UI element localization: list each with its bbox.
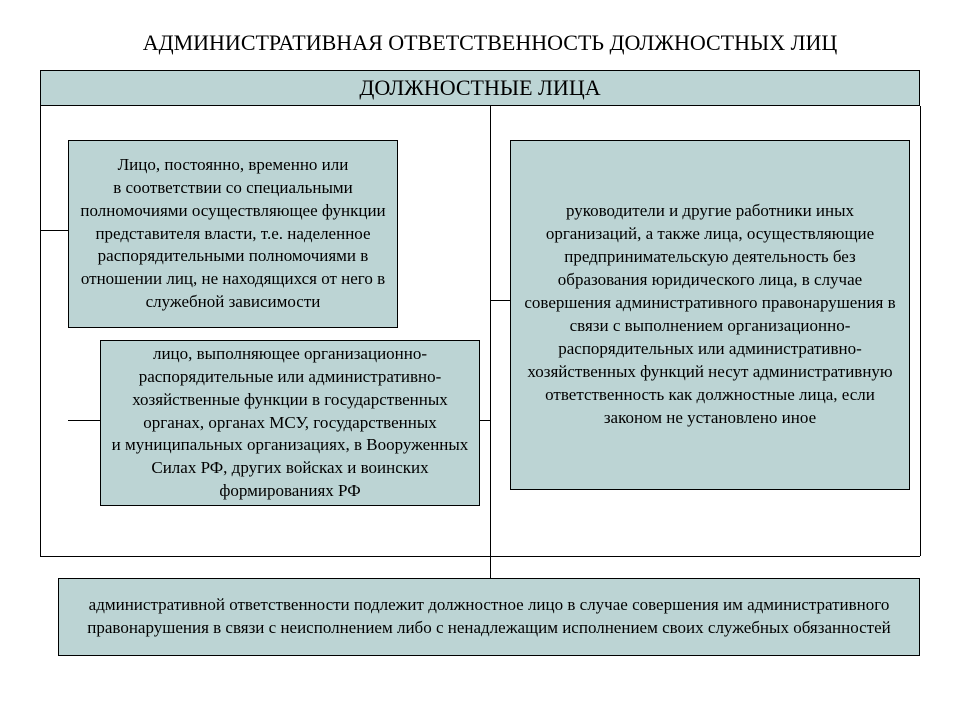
connector — [40, 106, 41, 556]
connector — [68, 420, 100, 421]
connector — [490, 556, 491, 578]
node-left-2: лицо, выполняющее организационно-распоря… — [100, 340, 480, 506]
connector — [480, 420, 490, 421]
bottom-box: административной ответственности подлежи… — [58, 578, 920, 656]
connector — [490, 300, 510, 301]
connector — [920, 106, 921, 556]
connector — [40, 230, 68, 231]
node-left-1: Лицо, постоянно, временно или в соответс… — [68, 140, 398, 328]
diagram-title: АДМИНИСТРАТИВНАЯ ОТВЕТСТВЕННОСТЬ ДОЛЖНОС… — [40, 30, 940, 56]
node-right: руководители и другие работники иных орг… — [510, 140, 910, 490]
connector — [490, 106, 491, 556]
connector — [40, 556, 920, 557]
header-box: ДОЛЖНОСТНЫЕ ЛИЦА — [40, 70, 920, 106]
